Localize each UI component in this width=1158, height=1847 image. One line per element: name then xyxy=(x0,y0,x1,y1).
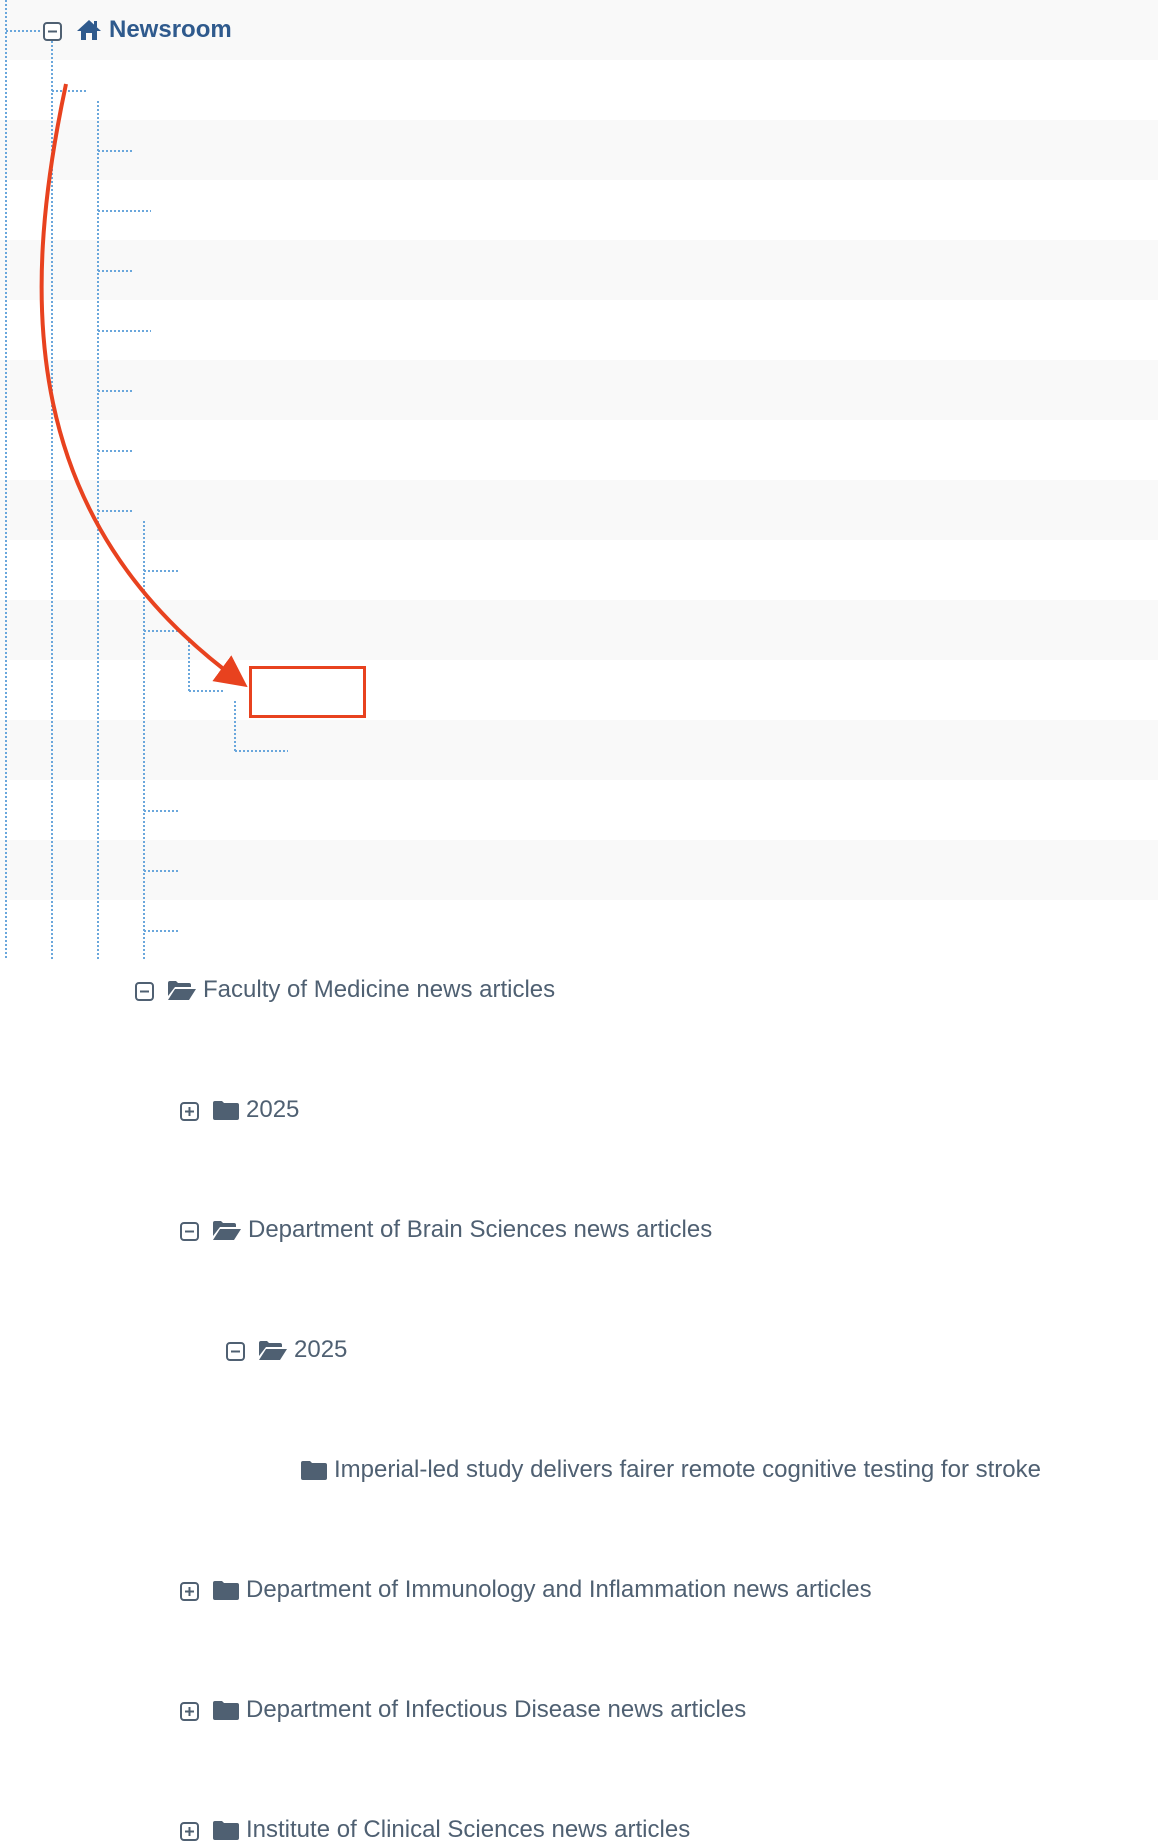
folder-icon xyxy=(212,1698,240,1722)
collapse-toggle[interactable] xyxy=(43,22,62,41)
expand-toggle[interactable] xyxy=(180,1822,199,1841)
collapse-toggle[interactable] xyxy=(226,1342,245,1361)
folder-open-icon xyxy=(258,1338,287,1362)
tree-node[interactable]: Faculty of Natural Sciences news article… xyxy=(0,420,1158,883)
minus-icon xyxy=(48,30,57,33)
tree-node[interactable]: 2024 xyxy=(0,180,1158,403)
folder-icon xyxy=(212,1818,240,1842)
tree-node-label[interactable]: Institute of Clinical Sciences news arti… xyxy=(246,1816,691,1843)
plus-icon xyxy=(185,1707,194,1716)
tree-node-label[interactable]: 2025 xyxy=(246,1096,300,1123)
tree-node[interactable]: Institute of Clinical Sciences news arti… xyxy=(0,900,1158,1843)
collapse-toggle[interactable] xyxy=(135,982,154,1001)
plus-icon xyxy=(185,1587,194,1596)
tree-node[interactable]: Training news articles xyxy=(0,120,1158,283)
tree-node[interactable]: Main Imperial news articles xyxy=(0,60,1158,163)
tree-node[interactable]: Faculty of Medicine news articles xyxy=(0,480,1158,1003)
tree-node[interactable]: 2025 xyxy=(0,660,1158,1363)
plus-icon xyxy=(185,1827,194,1836)
tree-root-label[interactable]: Newsroom xyxy=(109,16,232,43)
tree-node[interactable]: Imperial-led study delivers fairer remot… xyxy=(0,720,1158,1483)
tree-node[interactable]: Newsroom xyxy=(0,0,1158,60)
tree-node-label[interactable]: Faculty of Medicine news articles xyxy=(203,976,556,1003)
expand-toggle[interactable] xyxy=(180,1102,199,1121)
highlight-box xyxy=(249,666,366,718)
collapse-toggle[interactable] xyxy=(180,1222,199,1241)
plus-icon xyxy=(185,1107,194,1116)
tree-node[interactable]: Department of Immunology and Inflammatio… xyxy=(0,780,1158,1603)
tree-node-label[interactable]: Department of Immunology and Inflammatio… xyxy=(246,1576,872,1603)
tree-node[interactable]: 2025 xyxy=(0,540,1158,1123)
minus-icon xyxy=(140,990,149,993)
folder-icon xyxy=(212,1098,240,1122)
tree-node-label[interactable]: Department of Brain Sciences news articl… xyxy=(248,1216,713,1243)
tree-node-label[interactable]: 2025 xyxy=(294,1336,348,1363)
tree-node[interactable]: Department of Brain Sciences news articl… xyxy=(0,600,1158,1243)
minus-icon xyxy=(231,1350,240,1353)
tree-node[interactable]: Department of Infectious Disease news ar… xyxy=(0,840,1158,1723)
folder-open-icon xyxy=(212,1218,241,1242)
minus-icon xyxy=(185,1230,194,1233)
tree-node[interactable]: 2026 xyxy=(0,300,1158,643)
folder-icon xyxy=(300,1458,328,1482)
folder-icon xyxy=(212,1578,240,1602)
home-icon xyxy=(75,18,103,42)
tree-node-label[interactable]: Imperial-led study delivers fairer remot… xyxy=(334,1456,1041,1483)
tree-node-label[interactable]: Department of Infectious Disease news ar… xyxy=(246,1696,747,1723)
expand-toggle[interactable] xyxy=(180,1702,199,1721)
expand-toggle[interactable] xyxy=(180,1582,199,1601)
folder-open-icon xyxy=(167,978,196,1002)
tree-node[interactable]: Faculty of Engineering news articles xyxy=(0,360,1158,763)
tree-node[interactable]: 2025 xyxy=(0,240,1158,523)
